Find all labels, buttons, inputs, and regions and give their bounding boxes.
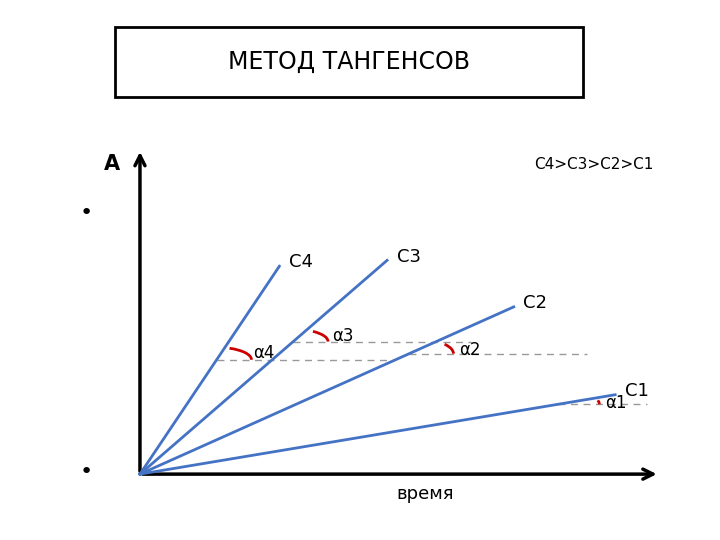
Text: α2: α2	[459, 341, 480, 359]
Text: А: А	[104, 154, 120, 174]
Text: время: время	[396, 485, 454, 503]
Text: •: •	[79, 462, 93, 482]
Text: С4>С3>С2>С1: С4>С3>С2>С1	[534, 157, 653, 172]
Text: α1: α1	[606, 394, 627, 412]
FancyBboxPatch shape	[115, 27, 583, 97]
Text: С3: С3	[397, 247, 420, 266]
Text: •: •	[79, 203, 93, 224]
Text: С1: С1	[625, 382, 649, 400]
Text: С2: С2	[523, 294, 547, 312]
Text: С4: С4	[289, 253, 313, 272]
Text: α4: α4	[253, 344, 274, 362]
Text: МЕТОД ТАНГЕНСОВ: МЕТОД ТАНГЕНСОВ	[228, 50, 470, 74]
Text: α3: α3	[332, 327, 354, 346]
